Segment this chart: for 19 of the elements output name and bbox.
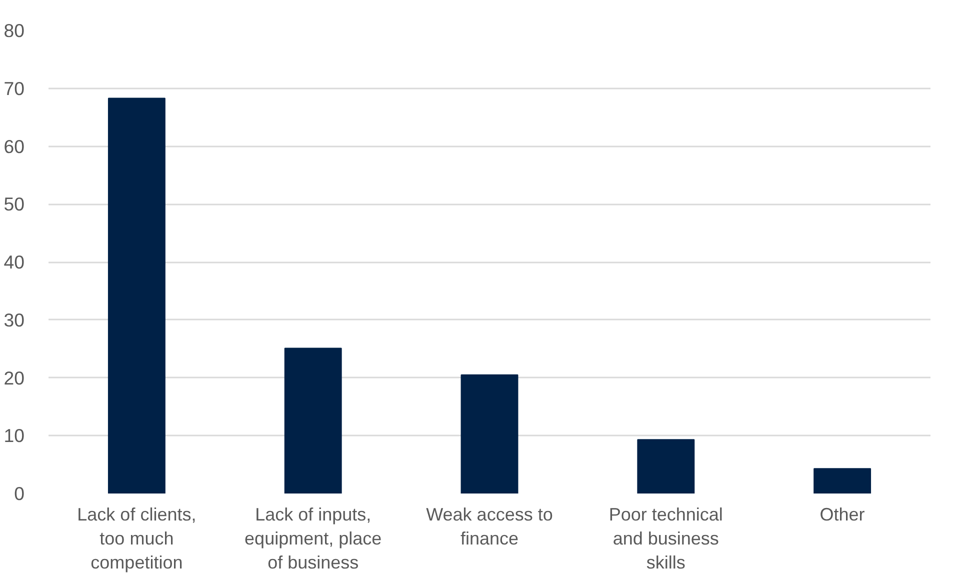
y-tick-label: 20: [4, 367, 25, 388]
bar: [460, 374, 518, 494]
y-tick-label: 0: [14, 483, 25, 504]
y-tick-label: 60: [4, 136, 25, 157]
y-tick-label: 30: [4, 309, 25, 330]
bar: [284, 348, 342, 494]
y-tick-label: 50: [4, 194, 25, 215]
bar: [814, 468, 872, 494]
bar: [637, 439, 695, 494]
x-tick-label: Weak access to finance: [426, 504, 553, 548]
x-tick-label: Lack of inputs, equipment, place of business: [244, 504, 382, 572]
y-tick-label: 70: [4, 78, 25, 99]
x-tick-label: Other: [820, 504, 865, 524]
x-tick-label: Lack of clients, too much competition: [77, 504, 196, 572]
x-tick-label: Poor technical and business skills: [608, 504, 723, 572]
y-tick-label: 80: [4, 20, 25, 41]
bar: [108, 98, 166, 494]
y-tick-label: 40: [4, 252, 25, 272]
y-tick-label: 10: [4, 425, 25, 446]
